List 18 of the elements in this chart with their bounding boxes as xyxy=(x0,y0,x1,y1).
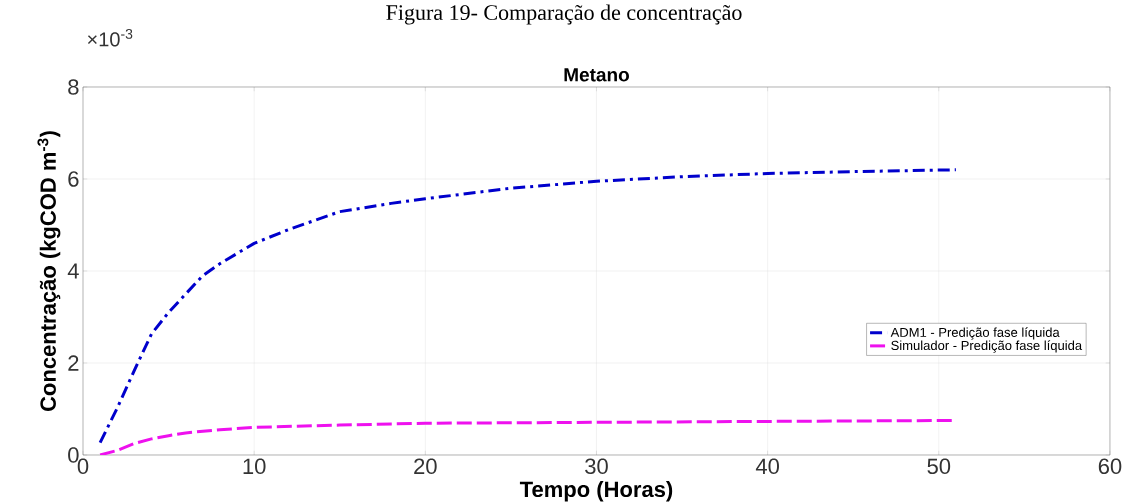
x-tick-label: 10 xyxy=(243,458,266,475)
x-tick-label: 20 xyxy=(414,458,437,475)
x-tick-label: 60 xyxy=(1098,458,1122,475)
y-axis-title: Concentração (kgCOD m$^{-3}$) xyxy=(37,131,61,412)
legend-label: ADM1 - Predição fase líquida xyxy=(890,327,1060,340)
chart-title: Figura 19- Comparação de concentração xyxy=(386,4,742,25)
text: ×10$^{-3}$ xyxy=(87,28,133,47)
y-tick-label: 4 xyxy=(67,263,79,279)
chart-subtitle: Metano xyxy=(564,68,629,82)
y-tick-label: 2 xyxy=(68,355,79,371)
y-tick-label: 8 xyxy=(68,79,79,95)
x-axis-title: Tempo (Horas) xyxy=(519,480,673,502)
x-tick-label: 40 xyxy=(755,458,779,475)
x-tick-label: 30 xyxy=(585,458,608,475)
y-tick-label: 6 xyxy=(68,171,79,187)
y-tick-label: 0 xyxy=(68,447,79,463)
legend-label: Simulador - Predição fase líquida xyxy=(891,340,1083,353)
x-tick-label: 50 xyxy=(927,458,951,475)
